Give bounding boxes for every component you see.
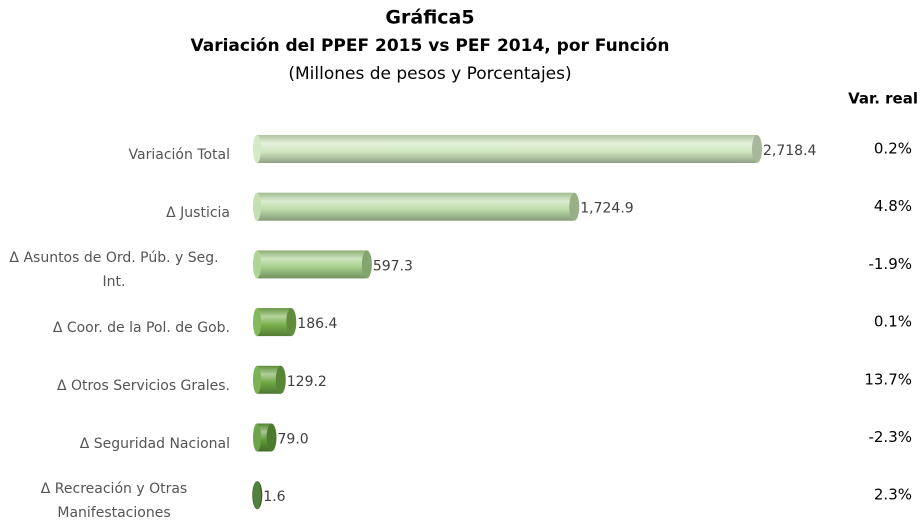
- value-label: 1,724.9: [580, 201, 633, 217]
- bar-base: [253, 192, 261, 221]
- value-label: 186.4: [297, 316, 337, 332]
- var-real-label: 0.1%: [874, 313, 912, 331]
- category-label: Δ Justicia: [0, 201, 230, 225]
- category-label: Δ Seguridad Nacional: [0, 432, 230, 456]
- bar: [257, 365, 281, 394]
- var-real-label: -1.9%: [868, 255, 912, 273]
- var-real-label: 13.7%: [864, 370, 912, 388]
- var-real-label: 0.2%: [874, 140, 912, 158]
- value-label: 1.6: [263, 489, 285, 505]
- var-real-label: -2.3%: [868, 428, 912, 446]
- value-label: 597.3: [373, 258, 413, 274]
- category-label: Δ Recreación y Otras Manifestaciones: [0, 477, 230, 525]
- bar-base: [253, 308, 261, 337]
- bar-cap: [266, 423, 277, 452]
- bar: [257, 192, 575, 221]
- bar-cap: [286, 308, 297, 337]
- bar-base: [253, 423, 261, 452]
- bar: [257, 135, 757, 163]
- value-label: 129.2: [287, 374, 327, 390]
- category-text: Δ Asuntos de Ord. Púb. y Seg. Int.: [9, 250, 219, 291]
- bar-cap: [569, 192, 580, 221]
- category-label: Δ Otros Servicios Grales.: [0, 374, 230, 398]
- bar-cap: [361, 250, 372, 279]
- bar-base: [253, 481, 261, 510]
- var-real-label: 2.3%: [874, 486, 912, 504]
- var-real-label: 4.8%: [874, 197, 912, 215]
- category-label: Δ Asuntos de Ord. Púb. y Seg. Int.: [0, 246, 230, 294]
- category-text: Δ Justicia: [166, 204, 230, 221]
- bar: [257, 250, 367, 279]
- value-label: 79.0: [278, 432, 309, 448]
- category-label: Δ Coor. de la Pol. de Gob.: [0, 316, 230, 340]
- bar-base: [253, 365, 261, 394]
- chart-subtitle: Variación del PPEF 2015 vs PEF 2014, por…: [191, 36, 670, 56]
- category-text: Δ Otros Servicios Grales.: [56, 377, 230, 394]
- bar-cap: [752, 135, 762, 163]
- category-text: Δ Coor. de la Pol. de Gob.: [52, 320, 230, 337]
- category-text: Δ Recreación y Otras Manifestaciones: [40, 481, 188, 522]
- category-label: Variación Total: [0, 143, 230, 167]
- value-label: 2,718.4: [763, 143, 817, 159]
- bar-cap: [275, 365, 286, 394]
- chart-title: Gráfica5: [385, 7, 474, 29]
- chart-note: (Millones de pesos y Porcentajes): [288, 64, 571, 84]
- category-text: Variación Total: [128, 147, 230, 163]
- bar: [257, 308, 292, 337]
- bar-base: [253, 135, 261, 163]
- category-text: Δ Seguridad Nacional: [79, 435, 230, 452]
- bar-base: [253, 250, 261, 279]
- var-real-header: Var. real: [848, 90, 918, 108]
